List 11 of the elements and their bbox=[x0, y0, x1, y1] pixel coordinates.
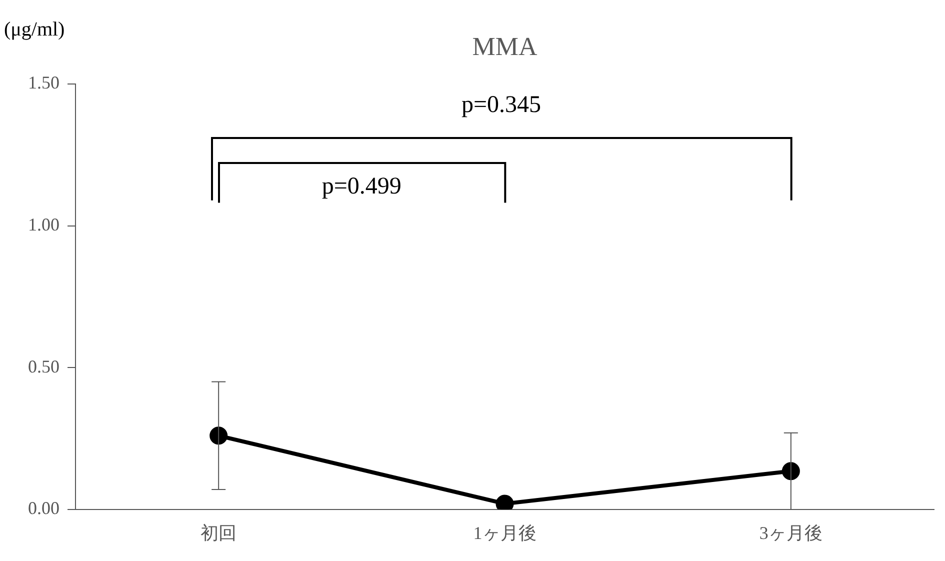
annotation: p=0.499 bbox=[322, 174, 402, 200]
y-axis-title: (μg/ml) bbox=[4, 18, 65, 40]
chart-title: MMA bbox=[472, 32, 538, 61]
x-tick-label: 初回 bbox=[200, 522, 237, 543]
x-tick-label: 1ヶ月後 bbox=[473, 522, 536, 543]
y-tick-label: 0.50 bbox=[28, 356, 60, 376]
y-tick-label: 0.00 bbox=[28, 498, 60, 518]
annotation: p=0.345 bbox=[461, 92, 542, 118]
y-tick-label: 1.00 bbox=[28, 214, 60, 235]
y-tick-label: 1.50 bbox=[28, 72, 60, 93]
x-tick-label: 3ヶ月後 bbox=[759, 522, 822, 543]
